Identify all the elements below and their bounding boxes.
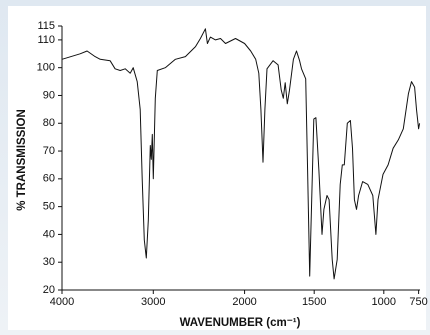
y-tick-label: 70 <box>43 145 55 157</box>
y-tick-label: 100 <box>37 62 55 74</box>
x-tick-label: 2000 <box>232 296 256 308</box>
x-tick-label: 3000 <box>141 296 165 308</box>
y-tick-label: 115 <box>37 20 55 32</box>
y-tick-label: 20 <box>43 284 55 296</box>
y-tick-label: 110 <box>37 34 55 46</box>
spectrum-line <box>61 28 421 280</box>
x-tick-label: 4000 <box>50 296 74 308</box>
y-tick-label: 80 <box>43 117 55 129</box>
x-axis-label: WAVENUMBER (cm⁻¹) <box>180 317 301 329</box>
panel <box>8 6 426 330</box>
y-tick-label: 40 <box>43 228 55 240</box>
y-tick-label: 90 <box>43 89 55 101</box>
y-axis-label: % TRANSMISSION <box>16 109 28 211</box>
x-tick-label: 1000 <box>372 296 396 308</box>
y-tick-label: 30 <box>43 256 55 268</box>
y-tick-label: 60 <box>43 173 55 185</box>
x-tick-label: 750 <box>409 296 427 308</box>
x-tick-label: 1500 <box>302 296 326 308</box>
y-tick-label: 50 <box>43 201 55 213</box>
